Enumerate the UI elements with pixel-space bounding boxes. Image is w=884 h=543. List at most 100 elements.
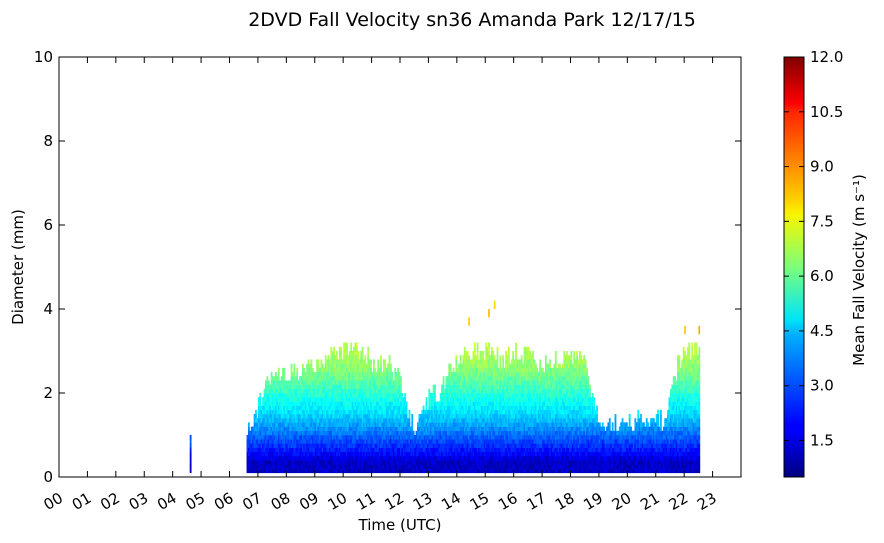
heatmap-cell: [530, 439, 533, 444]
heatmap-cell: [397, 401, 399, 406]
heatmap-cell: [441, 422, 444, 427]
heatmap-cell: [476, 414, 479, 419]
heatmap-cell: [267, 443, 270, 448]
heatmap-cell: [289, 418, 291, 423]
heatmap-cell: [294, 376, 297, 381]
heatmap-cell: [270, 456, 273, 461]
heatmap-cell: [371, 418, 374, 423]
heatmap-cell: [347, 367, 350, 373]
heatmap-cell: [309, 401, 311, 406]
heatmap-cell: [480, 363, 483, 369]
heatmap-cell: [363, 464, 365, 469]
heatmap-cell: [270, 401, 273, 406]
heatmap-cell: [293, 414, 296, 419]
heatmap-cell: [262, 422, 264, 427]
heatmap-cell: [328, 388, 331, 394]
heatmap-cell: [520, 422, 523, 427]
heatmap-cell: [320, 418, 323, 423]
heatmap-cell: [357, 384, 360, 390]
heatmap-cell: [495, 443, 498, 448]
heatmap-cell: [297, 418, 300, 423]
heatmap-cell: [462, 405, 465, 411]
heatmap-cell: [346, 351, 348, 356]
heatmap-cell: [353, 393, 355, 398]
heatmap-cell: [502, 393, 505, 398]
heatmap-cell: [316, 460, 318, 465]
heatmap-cell: [336, 464, 338, 469]
heatmap-cell: [301, 435, 304, 440]
heatmap-cell: [425, 418, 428, 423]
heatmap-cell: [506, 393, 509, 398]
heatmap-cell: [402, 418, 405, 423]
heatmap-cell: [500, 372, 503, 377]
heatmap-cell: [451, 426, 453, 432]
heatmap-cell: [530, 426, 533, 432]
heatmap-cell: [466, 422, 469, 427]
heatmap-cell: [360, 367, 363, 373]
heatmap-cell: [394, 460, 397, 465]
heatmap-cell: [249, 464, 252, 469]
heatmap-cell: [425, 439, 428, 444]
heatmap-cell: [280, 376, 283, 381]
heatmap-cell: [425, 405, 428, 411]
heatmap-cell: [493, 430, 496, 436]
heatmap-cell: [395, 456, 398, 461]
heatmap-cell: [249, 447, 252, 453]
heatmap-cell: [527, 468, 530, 474]
heatmap-cell: [414, 451, 417, 457]
heatmap-cell: [449, 426, 452, 432]
heatmap-cell: [374, 384, 377, 390]
heatmap-cell: [482, 456, 485, 461]
heatmap-cell: [519, 443, 522, 448]
heatmap-cell: [473, 372, 476, 377]
heatmap-cell: [361, 380, 364, 385]
heatmap-cell: [276, 451, 279, 457]
heatmap-cell: [304, 380, 307, 385]
heatmap-cell: [279, 439, 282, 444]
heatmap-cell: [408, 430, 411, 436]
heatmap-cell: [297, 401, 300, 406]
heatmap-cell: [496, 409, 499, 415]
heatmap-cell: [296, 414, 299, 419]
heatmap-cell: [512, 447, 515, 453]
heatmap-cell: [428, 422, 431, 427]
heatmap-cell: [495, 397, 498, 402]
heatmap-cell: [373, 388, 375, 394]
heatmap-cell: [448, 405, 451, 411]
heatmap-cell: [300, 435, 303, 440]
heatmap-cell: [247, 464, 250, 469]
heatmap-cell: [363, 447, 365, 453]
heatmap-cell: [321, 414, 324, 419]
heatmap-cell: [475, 418, 478, 423]
heatmap-cell: [509, 430, 512, 436]
heatmap-cell: [391, 464, 394, 469]
heatmap-cell: [534, 447, 537, 453]
heatmap-cell: [357, 388, 360, 394]
heatmap-cell: [429, 447, 432, 453]
heatmap-cell: [344, 397, 347, 402]
heatmap-cell: [343, 367, 345, 373]
heatmap-cell: [463, 418, 466, 423]
heatmap-cell: [459, 367, 462, 373]
heatmap-cell: [500, 451, 503, 457]
heatmap-cell: [293, 447, 296, 453]
heatmap-cell: [301, 456, 304, 461]
heatmap-cell: [343, 401, 345, 406]
heatmap-cell: [378, 460, 381, 465]
heatmap-cell: [263, 422, 266, 427]
heatmap-cell: [441, 430, 444, 436]
heatmap-cell: [304, 468, 307, 474]
heatmap-cell: [270, 422, 273, 427]
heatmap-cell: [431, 435, 434, 440]
heatmap-cell: [515, 351, 517, 356]
heatmap-cell: [385, 435, 388, 440]
heatmap-cell: [526, 367, 529, 373]
heatmap-cell: [330, 372, 333, 377]
heatmap-cell: [317, 418, 320, 423]
heatmap-cell: [330, 367, 333, 373]
heatmap-cell: [425, 430, 428, 436]
heatmap-cell: [267, 380, 270, 385]
heatmap-cell: [409, 451, 412, 457]
heatmap-cell: [502, 363, 505, 369]
heatmap-cell: [529, 460, 532, 465]
